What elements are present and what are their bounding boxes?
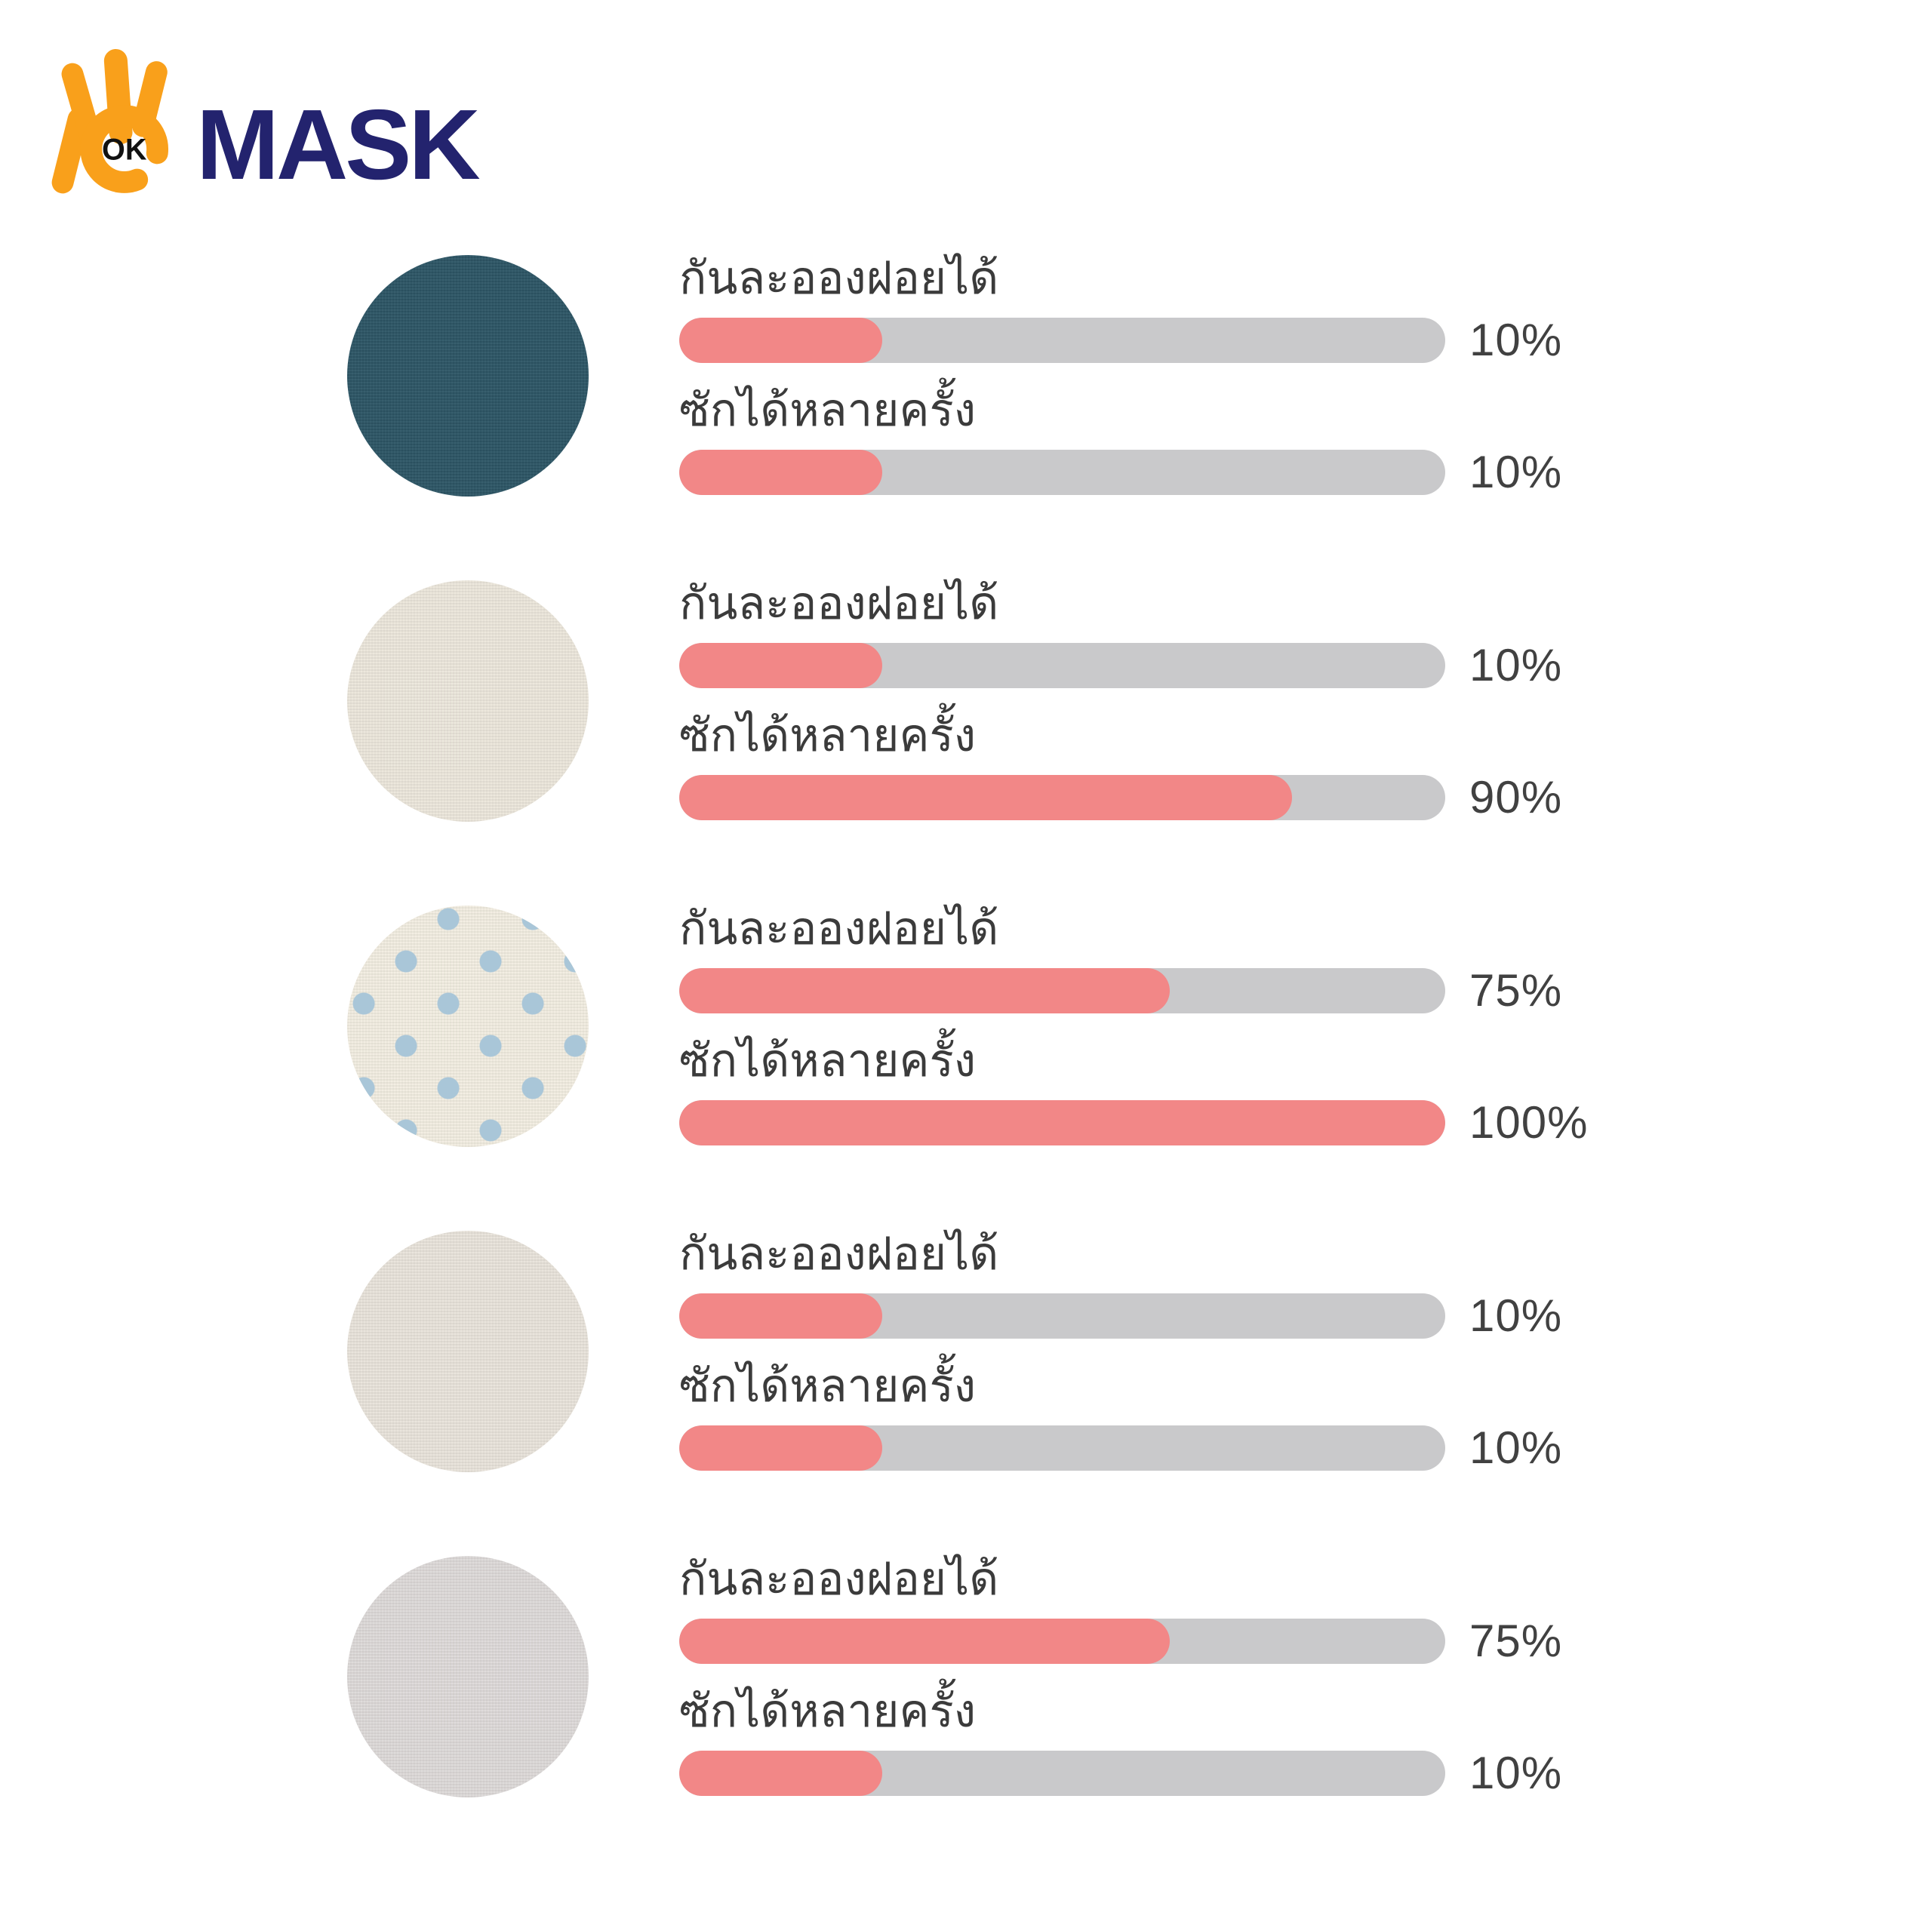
metric-label: ซักได้หลายครั้ง bbox=[679, 1035, 977, 1086]
bar-fill bbox=[679, 1425, 882, 1471]
bar-fill bbox=[679, 1618, 1170, 1664]
bar-track bbox=[679, 642, 1445, 688]
bar-line: 100% bbox=[679, 1096, 1588, 1148]
metric-washable: ซักได้หลายครั้ง 100% bbox=[679, 1036, 1588, 1148]
metrics-group: กันละอองฝอยได้ 75% ซักได้หลายครั้ง bbox=[679, 904, 1588, 1148]
bar-fill bbox=[679, 774, 1292, 820]
bar-line: 90% bbox=[679, 771, 1562, 823]
bar-value: 10% bbox=[1469, 1290, 1563, 1341]
fabric-comparison-list: กันละอองฝอยได้ 10% ซักได้หลายครั้ง bbox=[347, 254, 1932, 1799]
metric-label: กันละอองฝอยได้ bbox=[679, 1554, 999, 1604]
bar-line: 10% bbox=[679, 446, 1562, 498]
bar-line: 10% bbox=[679, 1747, 1562, 1799]
metric-washable: ซักได้หลายครั้ง 10% bbox=[679, 1687, 1562, 1799]
metric-label: ซักได้หลายครั้ง bbox=[679, 1361, 977, 1411]
bar-line: 75% bbox=[679, 964, 1588, 1016]
bar-fill bbox=[679, 317, 882, 363]
metric-droplet-protection: กันละอองฝอยได้ 10% bbox=[679, 579, 1562, 691]
metric-washable: ซักได้หลายครั้ง 10% bbox=[679, 386, 1562, 498]
logo-ok-text: OK bbox=[102, 134, 147, 167]
bar-value: 100% bbox=[1469, 1097, 1589, 1148]
bar-fill bbox=[679, 642, 882, 688]
fabric-swatch-cream bbox=[347, 580, 589, 822]
bar-fill bbox=[679, 1750, 882, 1796]
fabric-row-4: กันละอองฝอยได้ 10% ซักได้หลายครั้ง bbox=[347, 1229, 1932, 1474]
metric-label: ซักได้หลายครั้ง bbox=[679, 1686, 977, 1736]
metric-washable: ซักได้หลายครั้ง 90% bbox=[679, 711, 1562, 823]
fabric-row-5: กันละอองฝอยได้ 75% ซักได้หลายครั้ง bbox=[347, 1554, 1932, 1799]
bar-track bbox=[679, 317, 1445, 363]
bar-fill bbox=[679, 1099, 1445, 1145]
metrics-group: กันละอองฝอยได้ 10% ซักได้หลายครั้ง bbox=[679, 579, 1562, 823]
bar-value: 10% bbox=[1469, 640, 1563, 690]
ok-mask-logo: OK MASK bbox=[47, 39, 481, 200]
fabric-swatch-ivory bbox=[347, 1231, 589, 1472]
bar-track bbox=[679, 1750, 1445, 1796]
bar-track bbox=[679, 967, 1445, 1013]
metrics-group: กันละอองฝอยได้ 10% ซักได้หลายครั้ง bbox=[679, 1229, 1562, 1474]
bar-line: 10% bbox=[679, 639, 1562, 691]
bar-track bbox=[679, 1293, 1445, 1339]
bar-value: 75% bbox=[1469, 965, 1563, 1016]
metric-droplet-protection: กันละอองฝอยได้ 10% bbox=[679, 254, 1562, 366]
bar-line: 10% bbox=[679, 314, 1562, 366]
metric-label: กันละอองฝอยได้ bbox=[679, 1228, 999, 1279]
logo-brand-text: MASK bbox=[196, 89, 481, 200]
bar-track bbox=[679, 1425, 1445, 1471]
metric-label: กันละอองฝอยได้ bbox=[679, 578, 999, 629]
fabric-row-1: กันละอองฝอยได้ 10% ซักได้หลายครั้ง bbox=[347, 254, 1932, 498]
metric-washable: ซักได้หลายครั้ง 10% bbox=[679, 1361, 1562, 1474]
bar-line: 10% bbox=[679, 1290, 1562, 1342]
metrics-group: กันละอองฝอยได้ 75% ซักได้หลายครั้ง bbox=[679, 1554, 1562, 1799]
bar-value: 90% bbox=[1469, 772, 1563, 823]
metric-droplet-protection: กันละอองฝอยได้ 75% bbox=[679, 1554, 1562, 1667]
ok-hand-icon: OK bbox=[47, 39, 208, 199]
bar-track bbox=[679, 1099, 1445, 1145]
bar-track bbox=[679, 449, 1445, 495]
bar-fill bbox=[679, 1293, 882, 1339]
metrics-group: กันละอองฝอยได้ 10% ซักได้หลายครั้ง bbox=[679, 254, 1562, 498]
fabric-swatch-dark-teal bbox=[347, 255, 589, 497]
bar-value: 10% bbox=[1469, 447, 1563, 497]
bar-fill bbox=[679, 967, 1170, 1013]
bar-value: 10% bbox=[1469, 1422, 1563, 1473]
bar-track bbox=[679, 774, 1445, 820]
fabric-row-2: กันละอองฝอยได้ 10% ซักได้หลายครั้ง bbox=[347, 579, 1932, 823]
metric-droplet-protection: กันละอองฝอยได้ 10% bbox=[679, 1229, 1562, 1342]
metric-droplet-protection: กันละอองฝอยได้ 75% bbox=[679, 904, 1588, 1016]
metric-label: กันละอองฝอยได้ bbox=[679, 903, 999, 954]
bar-line: 10% bbox=[679, 1422, 1562, 1474]
bar-line: 75% bbox=[679, 1615, 1562, 1667]
metric-label: กันละอองฝอยได้ bbox=[679, 253, 999, 303]
metric-label: ซักได้หลายครั้ง bbox=[679, 385, 977, 435]
metric-label: ซักได้หลายครั้ง bbox=[679, 710, 977, 761]
bar-track bbox=[679, 1618, 1445, 1664]
bar-value: 10% bbox=[1469, 1748, 1563, 1798]
fabric-swatch-light-grey bbox=[347, 1556, 589, 1797]
bar-value: 10% bbox=[1469, 315, 1563, 365]
fabric-row-3: กันละอองฝอยได้ 75% ซักได้หลายครั้ง bbox=[347, 904, 1932, 1148]
bar-value: 75% bbox=[1469, 1616, 1563, 1666]
bar-fill bbox=[679, 449, 882, 495]
fabric-swatch-polka-dot bbox=[347, 906, 589, 1147]
